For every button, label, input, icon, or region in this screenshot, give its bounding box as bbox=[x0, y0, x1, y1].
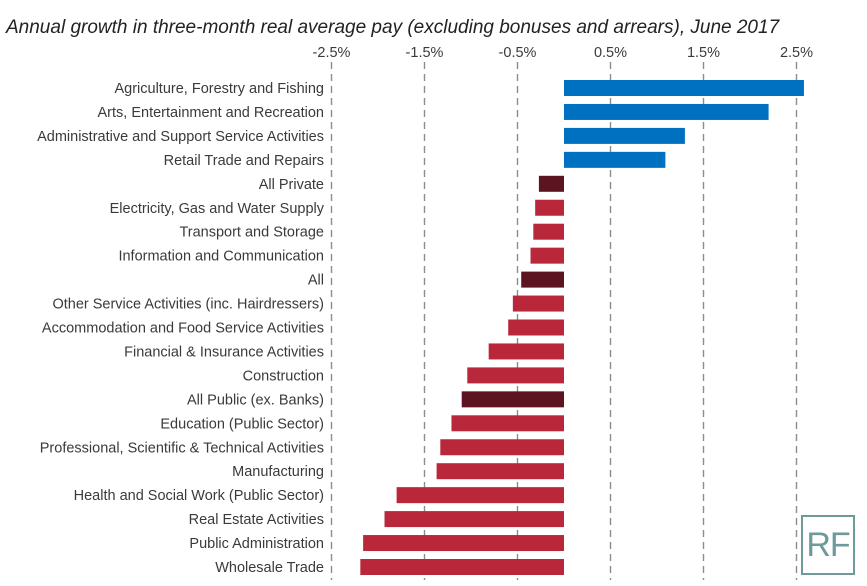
bar bbox=[363, 535, 564, 552]
category-label: Manufacturing bbox=[232, 464, 324, 480]
bar bbox=[384, 511, 564, 528]
chart-title: Annual growth in three-month real averag… bbox=[6, 17, 780, 38]
category-label: Agriculture, Forestry and Fishing bbox=[114, 81, 324, 97]
category-label: Retail Trade and Repairs bbox=[164, 153, 324, 169]
x-tick-label: 1.5% bbox=[687, 45, 720, 61]
category-labels: Agriculture, Forestry and Fishing Arts, E… bbox=[37, 81, 325, 576]
bar bbox=[451, 415, 564, 432]
x-tick-label: -0.5% bbox=[499, 45, 537, 61]
bar bbox=[440, 439, 564, 456]
bar bbox=[564, 127, 685, 144]
category-label: Information and Communication bbox=[118, 249, 324, 265]
bar bbox=[360, 559, 564, 575]
x-axis-tick-labels: -2.5% -1.5% -0.5% 0.5% 1.5% 2.5% bbox=[313, 45, 814, 61]
category-label: All Public (ex. Banks) bbox=[187, 392, 324, 408]
category-label: Financial & Insurance Activities bbox=[124, 344, 324, 360]
category-label: Professional, Scientific & Technical Act… bbox=[40, 440, 324, 456]
category-label: Electricity, Gas and Water Supply bbox=[110, 201, 325, 217]
bar bbox=[512, 295, 564, 312]
category-label: Arts, Entertainment and Recreation bbox=[98, 105, 324, 121]
category-label: Health and Social Work (Public Sector) bbox=[74, 488, 324, 504]
x-tick-label: 0.5% bbox=[594, 45, 627, 61]
category-label: Wholesale Trade bbox=[215, 560, 324, 576]
category-label: Education (Public Sector) bbox=[160, 416, 324, 432]
bar bbox=[533, 223, 564, 240]
bar bbox=[508, 319, 564, 336]
category-label: All Private bbox=[259, 177, 324, 193]
category-label: Transport and Storage bbox=[179, 225, 324, 241]
bar bbox=[564, 103, 769, 120]
bar bbox=[535, 199, 564, 216]
bar bbox=[521, 271, 564, 288]
x-tick-label: -2.5% bbox=[313, 45, 351, 61]
bar bbox=[530, 247, 564, 264]
category-label: Other Service Activities (inc. Hairdress… bbox=[52, 297, 324, 313]
bar bbox=[467, 367, 564, 384]
grid-lines bbox=[330, 62, 798, 580]
bar bbox=[564, 80, 804, 96]
bar bbox=[488, 343, 564, 360]
category-label: Administrative and Support Service Activ… bbox=[37, 129, 324, 145]
rf-logo: RF bbox=[801, 515, 855, 575]
bars bbox=[360, 80, 804, 575]
x-tick-label: -1.5% bbox=[406, 45, 444, 61]
category-label: Real Estate Activities bbox=[189, 512, 324, 528]
category-label: Construction bbox=[243, 368, 324, 384]
bar bbox=[436, 463, 564, 480]
category-label: Accommodation and Food Service Activitie… bbox=[42, 321, 324, 337]
bar bbox=[396, 487, 564, 504]
bar bbox=[461, 391, 564, 408]
x-tick-label: 2.5% bbox=[780, 45, 813, 61]
category-label: Public Administration bbox=[189, 536, 324, 552]
rf-logo-text: RF bbox=[806, 525, 850, 564]
bar bbox=[564, 151, 666, 168]
category-label: All bbox=[308, 273, 324, 289]
bar bbox=[538, 175, 564, 192]
